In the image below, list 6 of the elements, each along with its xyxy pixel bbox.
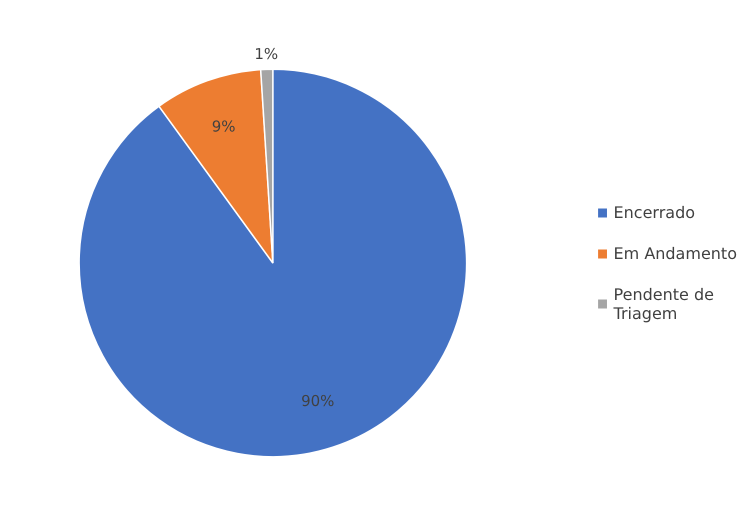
legend-label: Encerrado (614, 202, 696, 222)
data-label: 90% (301, 392, 334, 410)
data-label: 9% (212, 117, 236, 136)
legend-label: Em Andamento (614, 244, 737, 262)
legend-label: Pendente de Triagem (614, 284, 714, 322)
data-label: 1% (254, 45, 278, 64)
